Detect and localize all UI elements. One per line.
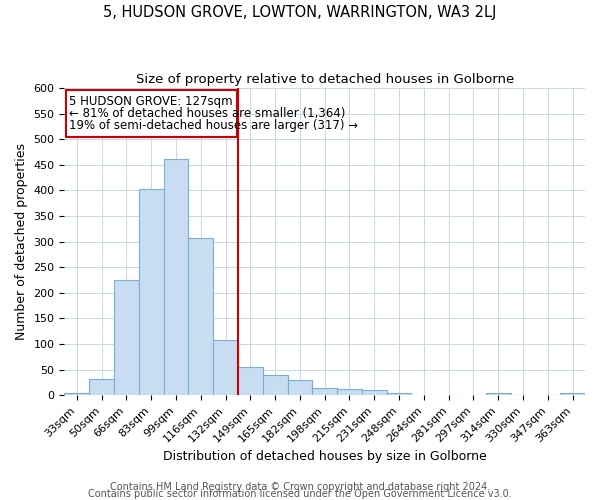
Bar: [238, 367, 263, 395]
Bar: [337, 389, 362, 395]
Text: ← 81% of detached houses are smaller (1,364): ← 81% of detached houses are smaller (1,…: [70, 106, 346, 120]
Bar: [287, 380, 313, 395]
Bar: [64, 392, 89, 395]
Bar: [114, 280, 139, 395]
Bar: [313, 388, 337, 395]
Text: Contains public sector information licensed under the Open Government Licence v3: Contains public sector information licen…: [88, 489, 512, 499]
Bar: [362, 390, 386, 395]
Bar: [89, 379, 114, 395]
Text: 5, HUDSON GROVE, LOWTON, WARRINGTON, WA3 2LJ: 5, HUDSON GROVE, LOWTON, WARRINGTON, WA3…: [103, 5, 497, 20]
Text: 19% of semi-detached houses are larger (317) →: 19% of semi-detached houses are larger (…: [70, 119, 358, 132]
Bar: [560, 392, 585, 395]
X-axis label: Distribution of detached houses by size in Golborne: Distribution of detached houses by size …: [163, 450, 487, 462]
Y-axis label: Number of detached properties: Number of detached properties: [15, 143, 28, 340]
Text: Contains HM Land Registry data © Crown copyright and database right 2024.: Contains HM Land Registry data © Crown c…: [110, 482, 490, 492]
Text: 5 HUDSON GROVE: 127sqm: 5 HUDSON GROVE: 127sqm: [70, 94, 233, 108]
Bar: [386, 392, 412, 395]
Bar: [164, 158, 188, 395]
Bar: [188, 238, 213, 395]
FancyBboxPatch shape: [65, 90, 236, 136]
Title: Size of property relative to detached houses in Golborne: Size of property relative to detached ho…: [136, 72, 514, 86]
Bar: [486, 392, 511, 395]
Bar: [263, 375, 287, 395]
Bar: [139, 190, 164, 395]
Bar: [213, 340, 238, 395]
